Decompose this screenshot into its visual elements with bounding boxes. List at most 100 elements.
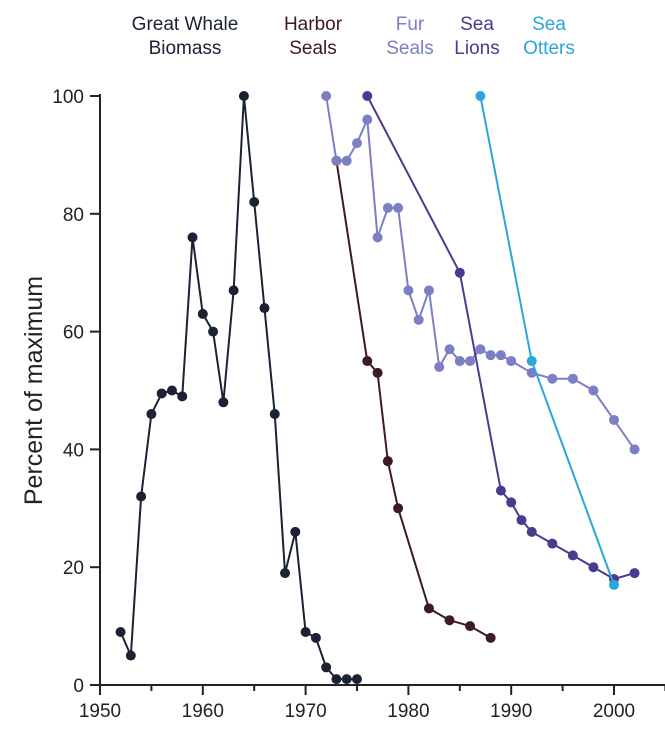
data-point [629,568,640,579]
data-point [321,91,332,101]
data-point [331,155,342,166]
series-label: Fur Seals [386,14,434,59]
y-tick-label: 0 [73,676,84,697]
series-0 [115,91,362,685]
data-point [228,285,239,296]
data-point [372,367,383,378]
data-point [516,515,527,526]
data-point [197,308,208,319]
data-point [382,456,393,467]
series-layer [115,91,640,685]
data-point [547,373,558,384]
data-point [495,350,506,361]
data-point [300,626,311,637]
series-3 [362,91,640,584]
x-tick-label: 1980 [387,701,429,722]
series-label-line: Harbor [284,14,343,35]
data-point [567,550,578,561]
data-point [352,138,362,149]
data-point [629,444,640,455]
data-point [146,409,157,420]
data-point [609,414,619,425]
y-tick-label: 80 [63,205,84,226]
data-point [588,385,599,396]
series-line [325,95,636,450]
data-point [413,314,424,325]
data-point [341,155,352,166]
data-point [485,632,496,643]
data-point [269,409,280,420]
series-4 [475,91,619,590]
series-line [335,160,492,639]
data-point [475,91,486,101]
data-point [547,538,558,549]
data-point [403,285,414,296]
data-point [382,202,393,213]
data-point [475,344,486,355]
data-point [506,497,517,508]
data-point [341,674,352,685]
data-point [444,615,455,626]
data-point [156,388,167,399]
data-point [362,356,373,367]
data-point [434,361,445,372]
data-point [393,202,404,213]
y-tick-label: 100 [52,87,84,108]
y-tick-label: 20 [63,558,84,579]
data-point [423,285,434,296]
data-point [485,350,496,361]
data-point [588,562,599,573]
data-point [238,91,249,101]
series-label-line: Seals [386,38,434,59]
data-point [526,526,537,537]
series-label-line: Otters [523,38,575,59]
data-point [465,621,476,632]
data-point [362,91,373,101]
data-point [280,568,291,579]
data-point [506,356,517,367]
series-label-line: Seals [289,38,337,59]
series-labels: Great Whale Biomass Harbor Seals Fur Seals Sea… [132,14,575,59]
data-point [393,503,404,514]
data-point [423,603,434,614]
chart-axes: 0 20 40 60 80 100 1950 1960 1970 1980 1990 2000 [52,87,665,722]
data-point [310,632,321,643]
data-point [352,674,362,685]
data-point [115,626,126,637]
y-tick-label: 40 [63,440,84,461]
x-tick-label: 1970 [284,701,326,722]
x-tick-label: 1960 [182,701,224,722]
series-label-line: Sea [460,14,494,35]
series-label-line: Biomass [149,38,222,59]
data-point [136,491,147,502]
data-point [125,650,136,661]
data-point [454,267,465,278]
x-tick-label: 1950 [79,701,121,722]
data-point [444,344,455,355]
series-label-line: Fur [396,14,425,35]
data-point [362,114,373,125]
data-point [218,397,229,408]
data-point [567,373,578,384]
series-label-line: Lions [454,38,499,59]
data-point [321,662,332,673]
data-point [609,579,619,590]
data-point [187,232,198,243]
data-point [526,356,537,367]
data-point [372,232,383,243]
series-label: Harbor Seals [284,14,343,59]
series-label-line: Sea [532,14,566,35]
series-label: Sea Lions [454,14,499,59]
data-point [177,391,188,402]
data-point [249,197,260,208]
y-tick-label: 60 [63,323,84,344]
series-label-line: Great Whale [132,14,239,35]
y-axis-label: Percent of maximum [20,276,48,505]
data-point [454,356,465,367]
series-line [479,95,615,586]
series-line [366,95,635,580]
data-point [259,303,270,314]
data-point [495,485,506,496]
series-line [119,95,357,681]
